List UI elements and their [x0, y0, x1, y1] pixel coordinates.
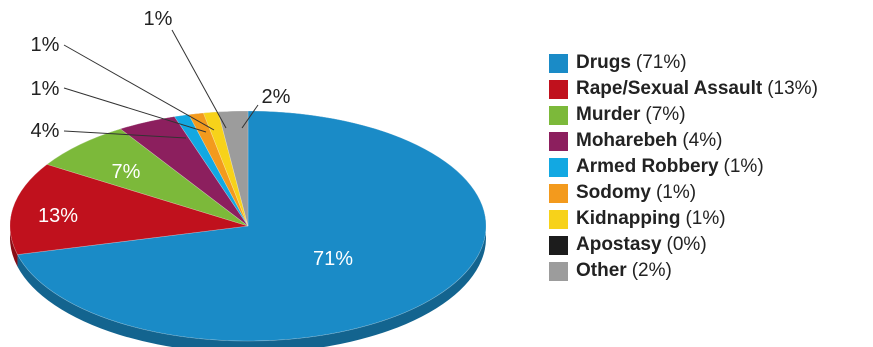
- legend-percent: (71%): [636, 52, 687, 74]
- legend-item-drugs: Drugs (71%): [549, 50, 818, 76]
- data-label-sodomy: 1%: [31, 34, 60, 56]
- legend-swatch: [549, 54, 568, 73]
- legend-percent: (1%): [724, 156, 764, 178]
- legend-item-moharebeh: Moharebeh (4%): [549, 128, 818, 154]
- legend-name: Drugs: [576, 52, 631, 74]
- data-label-armed-robbery: 1%: [31, 78, 60, 100]
- legend-swatch: [549, 158, 568, 177]
- legend-swatch: [549, 210, 568, 229]
- legend-swatch: [549, 184, 568, 203]
- legend-name: Sodomy: [576, 182, 651, 204]
- legend-item-rape-sexual-assault: Rape/Sexual Assault (13%): [549, 76, 818, 102]
- legend-name: Murder: [576, 104, 640, 126]
- legend-name: Armed Robbery: [576, 156, 719, 178]
- chart-legend: Drugs (71%) Rape/Sexual Assault (13%) Murder…: [549, 50, 818, 284]
- legend-percent: (1%): [685, 208, 725, 230]
- legend-name: Kidnapping: [576, 208, 680, 230]
- legend-name: Rape/Sexual Assault: [576, 78, 762, 100]
- legend-item-sodomy: Sodomy (1%): [549, 180, 818, 206]
- legend-swatch: [549, 106, 568, 125]
- legend-swatch: [549, 236, 568, 255]
- legend-swatch: [549, 80, 568, 99]
- legend-swatch: [549, 262, 568, 281]
- leader-line-sodomy: [64, 45, 214, 130]
- legend-percent: (7%): [645, 104, 685, 126]
- legend-item-kidnapping: Kidnapping (1%): [549, 206, 818, 232]
- legend-swatch: [549, 132, 568, 151]
- data-label-kidnapping: 1%: [144, 8, 173, 30]
- data-label-rape-sexual-assault: 13%: [38, 205, 78, 227]
- legend-name: Moharebeh: [576, 130, 677, 152]
- legend-percent: (13%): [767, 78, 818, 100]
- data-label-other: 2%: [262, 86, 291, 108]
- legend-percent: (4%): [682, 130, 722, 152]
- pie-chart: 71% 13% 7% 4% 1% 1% 1% 2%: [0, 0, 540, 347]
- legend-item-murder: Murder (7%): [549, 102, 818, 128]
- legend-percent: (2%): [632, 260, 672, 282]
- legend-item-armed-robbery: Armed Robbery (1%): [549, 154, 818, 180]
- data-label-moharebeh: 4%: [31, 120, 60, 142]
- legend-name: Other: [576, 260, 627, 282]
- data-label-murder: 7%: [112, 161, 141, 183]
- legend-name: Apostasy: [576, 234, 662, 256]
- legend-item-apostasy: Apostasy (0%): [549, 232, 818, 258]
- legend-percent: (0%): [667, 234, 707, 256]
- legend-percent: (1%): [656, 182, 696, 204]
- data-label-drugs: 71%: [313, 248, 353, 270]
- legend-item-other: Other (2%): [549, 258, 818, 284]
